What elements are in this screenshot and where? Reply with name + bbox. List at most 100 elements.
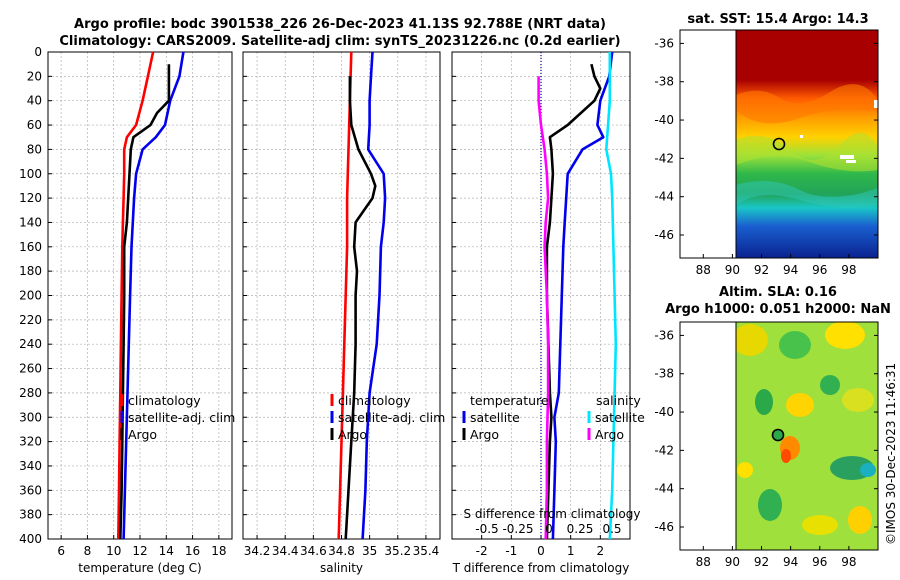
figure-title-line2: Climatology: CARS2009. Satellite-adj cli…: [59, 34, 620, 49]
s-argo-line: [537, 76, 550, 540]
x-tick-label: 34.8: [328, 544, 355, 558]
difference-panel: -2 -1 0 1 2T difference from climatology: [451, 51, 631, 575]
satellite-line: [122, 51, 185, 540]
figure-title-line1: Argo profile: bodc 3901538_226 26-Dec-20…: [74, 17, 606, 32]
y-tick-label: 80: [27, 142, 42, 156]
y-tick-label: 100: [19, 167, 42, 181]
temperature-panel: 6 8 10 12 14 16 18 temperature (deg C) 0 20 40 60 80…: [19, 45, 233, 575]
y-tick-label: 380: [19, 508, 42, 522]
sla-map-axes: -36 -38 -40 -42 -44 -46 88 90 92 94 96 98: [654, 328, 878, 569]
x-tick-label: 8: [84, 544, 92, 558]
lon-tick-label: 96: [812, 555, 827, 569]
lon-tick-label: 98: [841, 263, 856, 277]
axes-frame: [242, 51, 441, 540]
sla-map: [735, 321, 879, 551]
x-tick-label: 12: [132, 544, 147, 558]
salinity-legend: climatology satellite-adj. clim Argo: [330, 393, 445, 442]
y-tick-label: 0: [34, 45, 42, 59]
climatology-line: [117, 51, 155, 540]
argo-position-marker: [772, 137, 786, 151]
x-tick-label: 18: [211, 544, 226, 558]
y-tick-label: 360: [19, 483, 42, 497]
s-tick: 0.5: [602, 522, 621, 536]
lon-tick-label: 90: [725, 555, 740, 569]
sst-map-title: sat. SST: 15.4 Argo: 14.3: [687, 12, 868, 27]
x-axis-label: T difference from climatology: [452, 561, 630, 575]
x-tick-label: 35.4: [413, 544, 440, 558]
x-tick-label: 34.2: [244, 544, 271, 558]
x-tick-label: 16: [185, 544, 200, 558]
y-tick-label: 60: [27, 118, 42, 132]
y-tick-label: 200: [19, 289, 42, 303]
x-tick-label: 6: [57, 544, 65, 558]
x-axis-label: temperature (deg C): [78, 561, 201, 575]
temperature-legend: climatology satellite-adj. clim Argo: [120, 393, 235, 442]
s-satellite-line: [604, 52, 618, 540]
sst-map-frame: [679, 29, 879, 259]
lon-tick-label: 94: [783, 555, 798, 569]
x-axis-label: salinity: [320, 561, 363, 575]
s-tick: -0.25: [502, 522, 533, 536]
satellite-line: [361, 51, 387, 540]
y-tick-label: 300: [19, 410, 42, 424]
lat-tick-label: -38: [654, 367, 674, 381]
lat-tick-label: -42: [654, 443, 674, 457]
legend-label-satellite: satellite-adj. clim: [338, 410, 445, 425]
x-tick-label: 14: [159, 544, 174, 558]
sla-map-frame: [679, 321, 879, 551]
y-tick-label: 120: [19, 191, 42, 205]
lon-tick-label: 96: [812, 263, 827, 277]
s-tick: 0.25: [567, 522, 594, 536]
legend-label-argo: Argo: [338, 427, 367, 442]
x-tick-label: 34.4: [272, 544, 299, 558]
legend-label-satellite: satellite-adj. clim: [128, 410, 235, 425]
sla-map-title-line1: Altim. SLA: 0.16: [719, 285, 837, 300]
timestamp: ©IMOS 30-Dec-2023 11:46:31: [884, 363, 898, 545]
legend-label-s-argo: Argo: [595, 427, 624, 442]
y-tick-label: 280: [19, 386, 42, 400]
salinity-panel: 34.2 34.4 34.6 34.8 35 35.2 35.4 salinity: [242, 51, 441, 575]
sla-map-title-line2: Argo h1000: 0.051 h2000: NaN: [665, 302, 891, 317]
s-tick: 0: [545, 522, 553, 536]
legend-label-t-argo: Argo: [470, 427, 499, 442]
legend-label-t-satellite: satellite: [470, 410, 520, 425]
lat-tick-label: -44: [654, 190, 674, 204]
y-tick-label: 160: [19, 240, 42, 254]
axes-frame: [47, 51, 233, 540]
x-tick-label: 35: [362, 544, 377, 558]
lon-tick-label: 88: [696, 555, 711, 569]
y-tick-label: 40: [27, 94, 42, 108]
lat-tick-label: -46: [654, 520, 674, 534]
x-tick-label: 34.6: [300, 544, 327, 558]
lon-tick-label: 94: [783, 263, 798, 277]
x-tick-label: 35.2: [384, 544, 411, 558]
legend-label-argo: Argo: [128, 427, 157, 442]
lat-tick-label: -38: [654, 75, 674, 89]
lon-tick-label: 98: [841, 555, 856, 569]
y-tick-label: 180: [19, 264, 42, 278]
lon-tick-label: 92: [754, 263, 769, 277]
lon-tick-label: 88: [696, 263, 711, 277]
x-tick-label: 1: [567, 544, 575, 558]
t-satellite-line: [551, 51, 614, 540]
x-tick-label: -2: [476, 544, 488, 558]
legend-title-temperature: temperature: [470, 393, 549, 408]
legend-label-climatology: climatology: [128, 393, 201, 408]
y-tick-label: 340: [19, 459, 42, 473]
lat-tick-label: -44: [654, 482, 674, 496]
lat-tick-label: -36: [654, 36, 674, 50]
y-tick-label: 400: [19, 532, 42, 546]
legend-label-s-satellite: satellite: [595, 410, 645, 425]
sst-map-axes: -36 -38 -40 -42 -44 -46 88 90 92 94 96 98: [654, 36, 878, 277]
y-tick-label: 260: [19, 362, 42, 376]
argo-line: [344, 76, 377, 540]
y-tick-label: 240: [19, 337, 42, 351]
lat-tick-label: -40: [654, 405, 674, 419]
sst-texture: [736, 84, 878, 208]
y-tick-label: 320: [19, 435, 42, 449]
legend-title-salinity: salinity: [596, 393, 641, 408]
y-tick-label: 220: [19, 313, 42, 327]
difference-legend: temperature salinity satellite Argo sate…: [462, 393, 645, 442]
argo-position-marker: [771, 428, 785, 442]
